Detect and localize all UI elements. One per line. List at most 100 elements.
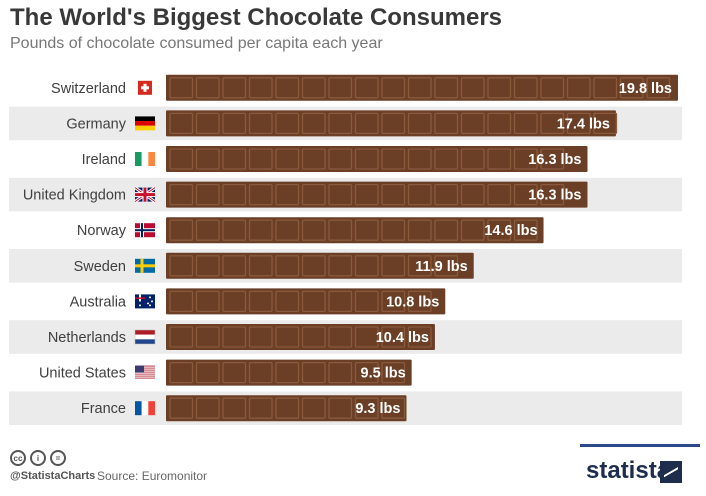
value-label: 19.8 lbs bbox=[619, 81, 672, 97]
bar-segment bbox=[460, 148, 485, 170]
chocolate-bar bbox=[166, 181, 588, 208]
bar-segment bbox=[275, 112, 300, 135]
bar-segment bbox=[301, 361, 326, 384]
bar-segment bbox=[328, 397, 353, 419]
bar-segment bbox=[354, 255, 379, 277]
bar-segment bbox=[222, 361, 247, 384]
france-flag-icon bbox=[135, 401, 155, 416]
bar-segment bbox=[222, 183, 247, 206]
bar-segment bbox=[407, 290, 432, 313]
bar-segment bbox=[460, 219, 485, 241]
bar-segment bbox=[487, 219, 512, 241]
bar-segment bbox=[513, 219, 538, 241]
value-label: 16.3 lbs bbox=[528, 152, 581, 168]
chart: Switzerland 19.8 lbs Germany 17.4 lbs Irelan… bbox=[9, 74, 682, 425]
sweden-flag-icon bbox=[135, 258, 155, 273]
united-states-flag-icon bbox=[135, 365, 155, 380]
category-label: Ireland bbox=[82, 152, 126, 168]
bar-segment bbox=[222, 397, 247, 419]
chocolate-bar bbox=[166, 288, 446, 315]
value-label: 16.3 lbs bbox=[528, 188, 581, 204]
bar-segment bbox=[222, 255, 247, 277]
bar-segment bbox=[275, 77, 300, 99]
category-label: United States bbox=[39, 366, 126, 382]
bar-segment bbox=[169, 148, 194, 170]
bar-segment bbox=[301, 326, 326, 348]
bar-segment bbox=[646, 77, 671, 99]
chocolate-bar bbox=[166, 359, 412, 386]
bar-segment bbox=[513, 112, 538, 135]
bar-segment bbox=[619, 77, 644, 99]
bar-segment bbox=[407, 255, 432, 277]
bar-segment bbox=[381, 255, 406, 277]
category-label: Norway bbox=[77, 223, 127, 239]
bar-segment bbox=[301, 77, 326, 99]
netherlands-flag-icon bbox=[134, 329, 156, 345]
bar-segment bbox=[275, 326, 300, 348]
bar-segment bbox=[301, 219, 326, 241]
bar-segment bbox=[222, 148, 247, 170]
bar-segment bbox=[169, 183, 194, 206]
cc-icon: cc bbox=[10, 450, 26, 466]
bar-segment bbox=[275, 397, 300, 419]
bar-segment bbox=[222, 290, 247, 313]
bar-segment bbox=[275, 183, 300, 206]
bar-segment bbox=[195, 148, 220, 170]
bar-segment bbox=[301, 397, 326, 419]
bar-segment bbox=[301, 290, 326, 313]
bar-segment bbox=[354, 361, 379, 384]
bar-segment bbox=[248, 148, 273, 170]
bar-segment bbox=[487, 183, 512, 206]
bar-segment bbox=[328, 361, 353, 384]
bar-segment bbox=[195, 219, 220, 241]
bar-segment bbox=[195, 183, 220, 206]
bar-segment bbox=[195, 326, 220, 348]
bar-segment bbox=[407, 77, 432, 99]
chocolate-bar bbox=[166, 146, 588, 172]
bar-segment bbox=[301, 183, 326, 206]
bar-segment bbox=[434, 183, 459, 206]
category-label: Sweden bbox=[74, 259, 126, 275]
bar-segment bbox=[487, 77, 512, 99]
value-label: 10.4 lbs bbox=[376, 330, 429, 346]
value-label: 14.6 lbs bbox=[484, 223, 537, 239]
bar-segment bbox=[434, 255, 459, 277]
bar-segment bbox=[381, 183, 406, 206]
bar-segment bbox=[354, 183, 379, 206]
bar-segment bbox=[195, 290, 220, 313]
category-label: Germany bbox=[66, 116, 126, 132]
bar-segment bbox=[566, 77, 591, 99]
bar-segment bbox=[381, 148, 406, 170]
value-label: 11.9 lbs bbox=[415, 259, 467, 275]
bar-segment bbox=[381, 361, 406, 384]
value-label: 9.5 lbs bbox=[361, 366, 406, 382]
bar-segment bbox=[381, 219, 406, 241]
bar-segment bbox=[540, 77, 565, 99]
bar-segment bbox=[248, 255, 273, 277]
bar-segment bbox=[222, 77, 247, 99]
bar-segment bbox=[460, 77, 485, 99]
bar-segment bbox=[169, 219, 194, 241]
bar-segment bbox=[169, 77, 194, 99]
chocolate-bar bbox=[166, 395, 407, 422]
chocolate-bar bbox=[166, 110, 616, 137]
bar-segment bbox=[222, 112, 247, 135]
bar-segment bbox=[381, 326, 406, 348]
bar-segment bbox=[540, 112, 565, 135]
bar-segment bbox=[275, 290, 300, 313]
bar-segment bbox=[248, 112, 273, 135]
license-icons: cc i = bbox=[10, 450, 66, 466]
bar-segment bbox=[328, 219, 353, 241]
bar-segment bbox=[354, 77, 379, 99]
bar-segment bbox=[328, 183, 353, 206]
category-label: France bbox=[81, 401, 126, 417]
category-label: United Kingdom bbox=[23, 188, 126, 204]
bar-segment bbox=[434, 77, 459, 99]
bar-segment bbox=[248, 397, 273, 419]
bar-segment bbox=[328, 112, 353, 135]
bar-segment bbox=[248, 361, 273, 384]
bar-segment bbox=[169, 112, 194, 135]
bar-segment bbox=[169, 326, 194, 348]
bar-segment bbox=[248, 77, 273, 99]
bar-segment bbox=[195, 112, 220, 135]
